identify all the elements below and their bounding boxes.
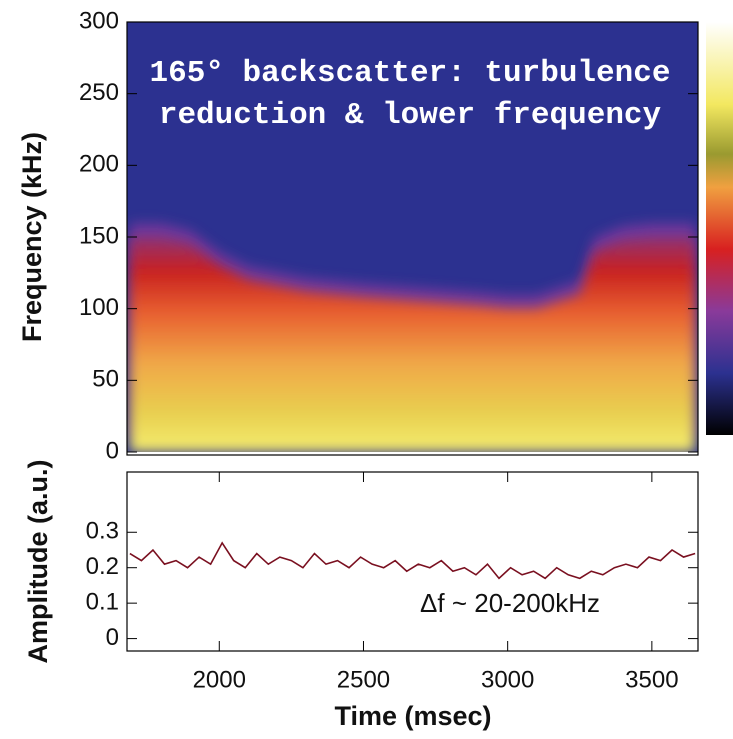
y-tick-label: 0 bbox=[106, 624, 119, 651]
annotation: 165° backscatter: turbulence bbox=[150, 56, 671, 91]
frame bbox=[126, 471, 699, 652]
y-tick-label: 200 bbox=[79, 151, 119, 178]
turbulence-band bbox=[129, 237, 696, 452]
amplitude-panel: Δf ~ 20-200kHz Time (msec) 0 0.1 0.2 0.3 2000 2… bbox=[23, 460, 699, 731]
y-tick-label: 150 bbox=[79, 222, 119, 249]
x-tick-label: 3000 bbox=[481, 666, 534, 693]
y-tick-label: 300 bbox=[79, 7, 119, 34]
y-tick-label: 50 bbox=[92, 366, 119, 393]
heatmap-body bbox=[129, 223, 696, 452]
amplitude-line bbox=[129, 541, 696, 580]
y-axis-label: Frequency (kHz) bbox=[17, 132, 47, 342]
annotation: Δf ~ 20-200kHz bbox=[420, 588, 600, 618]
x-tick-label: 3500 bbox=[625, 666, 678, 693]
y-tick-label: 0.2 bbox=[86, 553, 119, 580]
y-axis-label: Amplitude (a.u.) bbox=[23, 460, 53, 664]
x-axis-label: Time (msec) bbox=[334, 701, 491, 731]
colorbar bbox=[706, 22, 733, 435]
spectrogram-panel: 165° backscatter: turbulence reduction & … bbox=[17, 7, 699, 464]
y-tick-label: 0.3 bbox=[86, 518, 119, 545]
x-tick-label: 2500 bbox=[337, 666, 390, 693]
y-tick-label: 100 bbox=[79, 294, 119, 321]
y-tick-label: 0.1 bbox=[86, 588, 119, 615]
frame bbox=[126, 21, 699, 456]
y-tick-label: 250 bbox=[79, 79, 119, 106]
y-tick-label: 0 bbox=[106, 437, 119, 464]
x-tick-label: 2000 bbox=[193, 666, 246, 693]
annotation: reduction & lower frequency bbox=[159, 98, 662, 133]
